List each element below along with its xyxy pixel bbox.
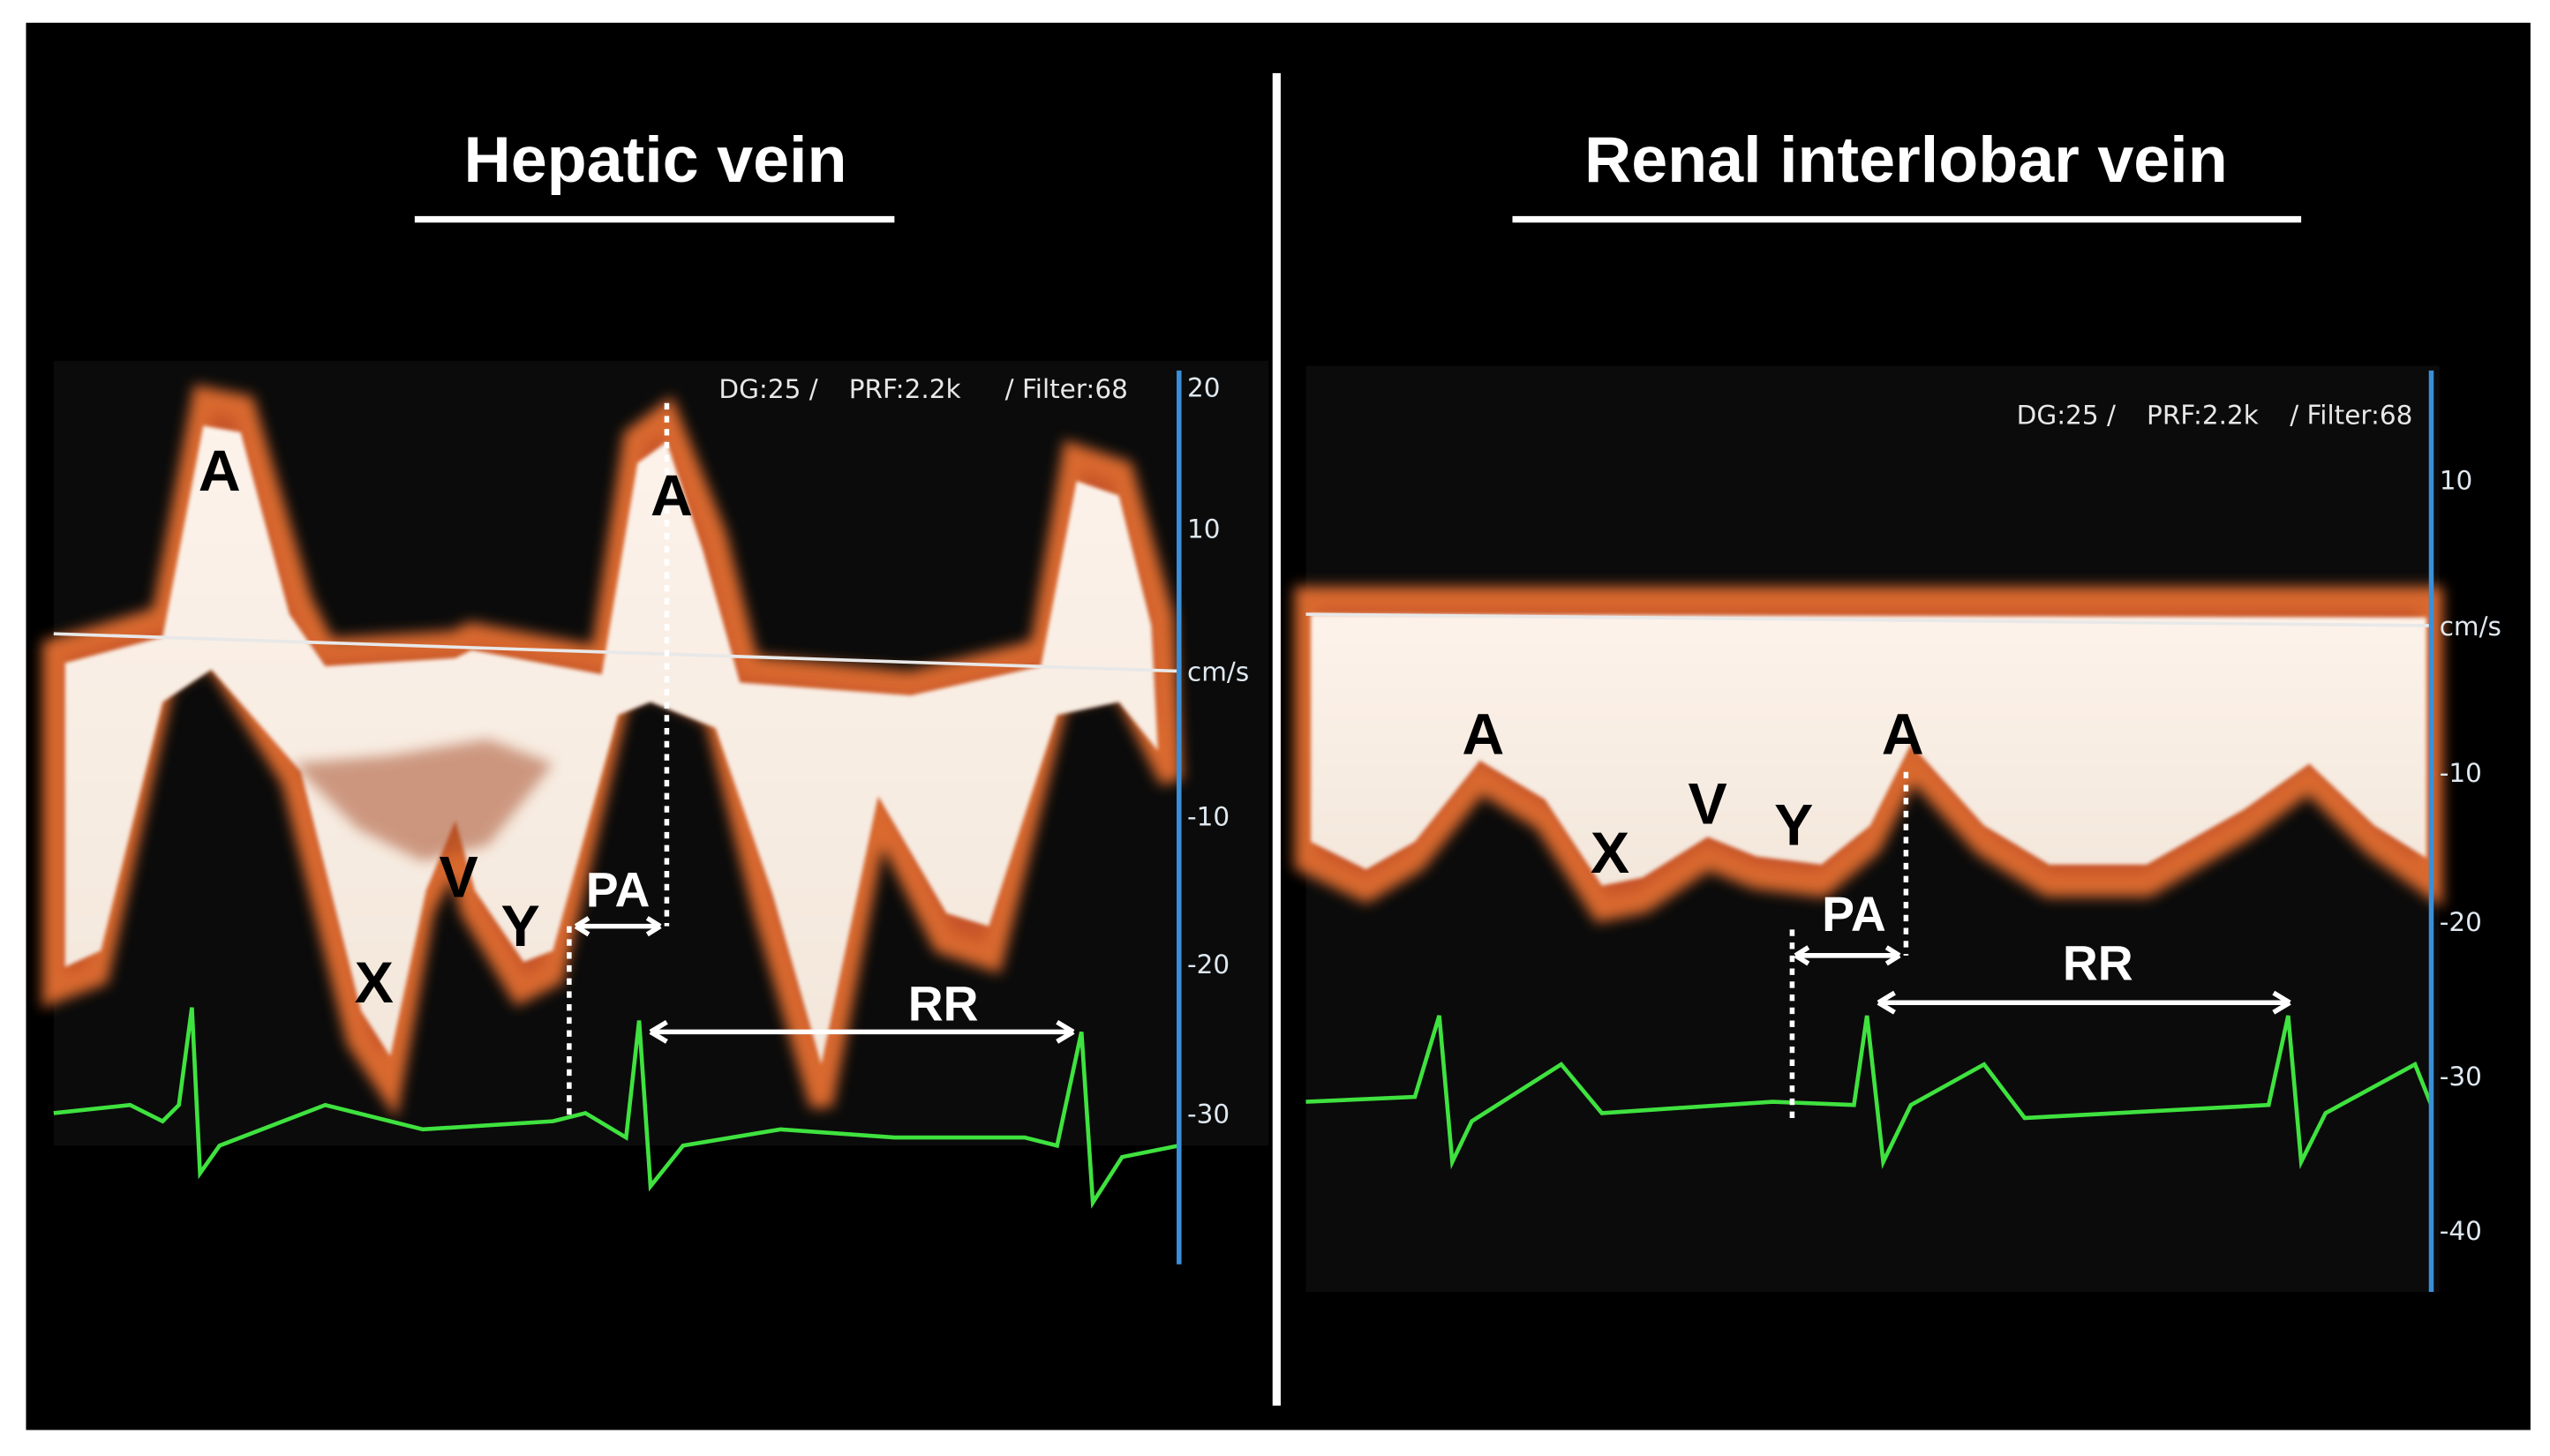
annotation: RR <box>2063 935 2133 990</box>
scale-label: -30 <box>2440 1062 2482 1092</box>
spectral-waveform <box>41 384 1183 1119</box>
annotation: Y <box>500 894 539 959</box>
annotation: A <box>1462 702 1504 767</box>
arrow <box>649 1019 1075 1044</box>
setting: / Filter:68 <box>2290 401 2412 431</box>
setting: DG:25 / <box>2017 401 2116 431</box>
scale-label: -20 <box>2440 907 2482 937</box>
arrow <box>574 916 662 937</box>
setting: PRF:2.2k <box>2147 401 2259 431</box>
hepatic-panel: Hepatic vein DG:25 / PRF:2.2k / Filter:6… <box>41 123 1269 1265</box>
panel-title: Hepatic vein <box>463 123 846 196</box>
annotation: A <box>1882 702 1924 767</box>
annotation: RR <box>908 976 979 1031</box>
renal-panel: Renal interlobar vein DG:25 / PRF:2.2k /… <box>1294 123 2501 1293</box>
annotation: V <box>439 845 478 911</box>
annotation: X <box>1591 821 1629 886</box>
panel-title: Renal interlobar vein <box>1584 123 2228 196</box>
annotation: PA <box>586 863 651 918</box>
setting: / Filter:68 <box>1005 374 1128 404</box>
annotation: PA <box>1822 887 1886 942</box>
baseline <box>1305 612 2432 627</box>
setting: PRF:2.2k <box>849 374 961 404</box>
arrow <box>1794 945 1901 966</box>
scale-label: -10 <box>1187 801 1230 831</box>
scale-label: 10 <box>2440 465 2473 495</box>
ecg-trace <box>53 1007 1180 1209</box>
scale-label: -20 <box>1187 949 1230 979</box>
ecg-trace <box>1305 1015 2433 1170</box>
baseline <box>53 632 1179 673</box>
annotation: A <box>651 463 693 529</box>
annotation: Y <box>1774 793 1813 859</box>
annotation: A <box>199 439 241 504</box>
scale-label: cm/s <box>2440 612 2501 642</box>
spectral-waveform <box>1294 586 2443 923</box>
scale-label: -40 <box>2440 1216 2482 1246</box>
scale-label: -10 <box>2440 758 2482 788</box>
arrow <box>1877 990 2291 1015</box>
annotation: X <box>355 950 394 1016</box>
setting: DG:25 / <box>718 374 817 404</box>
scale-label: cm/s <box>1187 657 1249 687</box>
scale-label: -30 <box>1187 1099 1230 1129</box>
annotation: V <box>1688 772 1726 837</box>
scale-label: 20 <box>1187 372 1221 402</box>
scale-label: 10 <box>1187 514 1221 544</box>
